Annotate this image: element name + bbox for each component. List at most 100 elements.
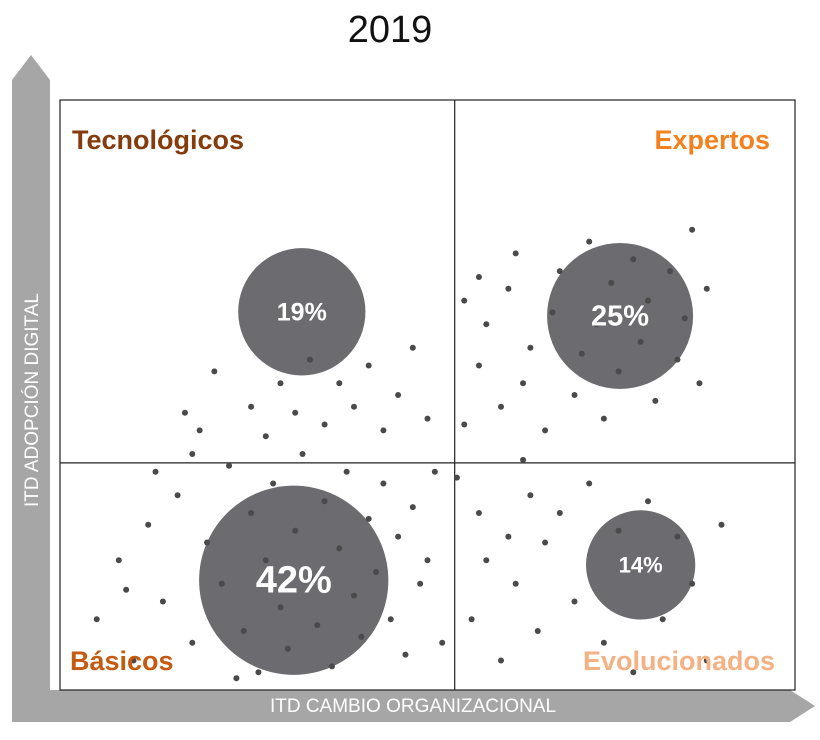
point [674,533,681,540]
point [468,616,475,623]
point [505,533,512,540]
point [204,539,210,546]
point [475,510,482,516]
point [483,557,490,564]
quadrant-label: Evolucionados [583,646,775,676]
point [358,633,365,640]
point [608,279,615,286]
point [453,474,460,481]
point [667,268,674,275]
point [630,256,637,263]
point [387,616,394,623]
point [505,285,512,292]
point [196,427,203,434]
point [123,586,130,593]
point [314,622,321,629]
point [645,297,651,304]
point [409,504,416,511]
point [475,274,482,280]
bubble [586,510,696,620]
quadrant-label: Tecnológicos [72,125,244,155]
point [292,527,299,534]
point [365,515,372,522]
point [351,403,357,410]
point [115,557,122,564]
bubble-label: 19% [277,298,327,326]
point [248,403,255,410]
point [424,557,431,564]
quadrant-label: Expertos [654,125,770,155]
point [277,604,284,611]
point [615,527,622,534]
point [240,628,247,634]
point [336,380,343,387]
point [262,433,269,440]
point [373,569,380,575]
point [556,268,563,275]
point [637,338,644,345]
point [586,480,593,487]
point [483,321,490,328]
bubble [238,248,366,376]
point [189,451,196,457]
point [571,392,578,398]
point [681,315,688,322]
point [402,651,409,658]
plot-area [59,99,796,691]
point [475,362,482,369]
point [248,510,255,516]
point [512,580,519,587]
point [233,675,240,682]
point [306,574,313,581]
point [336,545,343,552]
point [130,657,137,664]
point [395,392,402,398]
point [409,344,416,351]
bubble [199,485,389,675]
point [593,321,600,328]
point [674,356,681,363]
point [512,250,519,257]
point [380,427,387,434]
bubble-label: 42% [256,559,332,601]
bubble-label: 14% [619,553,663,578]
point [689,226,696,233]
point [615,368,622,375]
point [226,462,233,469]
point [542,539,549,546]
point [321,498,328,505]
point [255,669,262,676]
point [93,616,100,623]
point [578,350,585,357]
bubble-label: 25% [591,301,649,333]
point [145,521,152,528]
point [600,639,607,646]
point [262,557,269,564]
point [159,598,166,605]
x-axis-band [12,690,815,722]
point [189,639,196,646]
point [152,468,159,475]
point [211,368,218,375]
point [520,380,527,387]
point [498,657,504,664]
point [365,362,372,369]
point [270,480,277,487]
point [659,616,666,623]
point [424,415,431,422]
point [556,510,563,516]
point [277,380,284,387]
point [645,498,651,505]
point [299,451,306,457]
point [343,468,350,475]
point [549,309,556,316]
point [461,297,468,304]
point [218,580,225,587]
point [696,380,703,387]
point [328,663,335,670]
point [586,238,593,245]
point [321,421,328,428]
point [380,480,387,487]
point [174,492,181,499]
